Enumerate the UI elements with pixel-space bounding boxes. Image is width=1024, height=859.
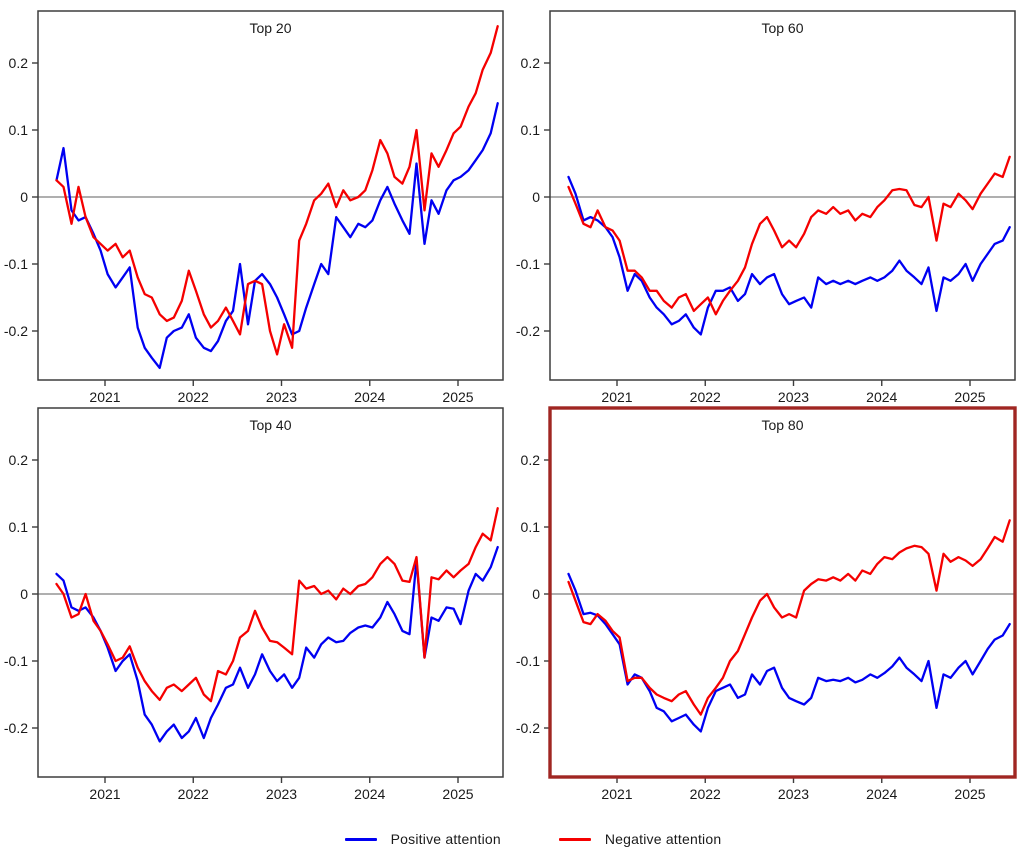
y-tick-label: 0.2 xyxy=(9,55,29,71)
x-tick-label: 2025 xyxy=(442,389,473,405)
panel-frame xyxy=(549,10,1016,381)
legend-label-positive: Positive attention xyxy=(390,831,501,847)
y-tick-label: -0.1 xyxy=(516,653,540,669)
y-tick-label: 0.1 xyxy=(9,519,29,535)
y-tick-label: 0 xyxy=(532,189,540,205)
y-tick-label: 0.2 xyxy=(521,55,541,71)
y-tick-label: -0.1 xyxy=(4,256,28,272)
y-tick-label: 0.1 xyxy=(521,122,541,138)
panel-top-80: 0.2 0.1 0 -0.1 -0.2 2021 2022 2023 2024 2025 Top 8… xyxy=(516,406,1017,802)
x-tick-label: 2024 xyxy=(354,786,385,802)
y-tick-label: 0.1 xyxy=(9,122,29,138)
x-tick-label: 2023 xyxy=(266,786,297,802)
positive-attention-line xyxy=(567,175,1011,336)
legend: Positive attention Negative attention xyxy=(0,822,1024,856)
panel-top-20: 0.2 0.1 0 -0.1 -0.2 2021 2022 2023 2024 2025 Top 2… xyxy=(4,10,504,405)
y-tick-label: -0.2 xyxy=(4,720,28,736)
x-tick-label: 2021 xyxy=(601,786,632,802)
panel-frame xyxy=(37,10,504,381)
x-tick-label: 2022 xyxy=(178,389,209,405)
positive-attention-line-swatch xyxy=(344,837,377,841)
x-tick-label: 2025 xyxy=(954,786,985,802)
positive-attention-line xyxy=(55,102,499,370)
negative-attention-line-swatch xyxy=(558,837,591,841)
panel-title: Top 20 xyxy=(249,20,291,36)
legend-item-negative: Negative attention xyxy=(558,831,722,847)
y-tick-label: -0.2 xyxy=(516,720,540,736)
x-tick-label: 2023 xyxy=(778,786,809,802)
x-tick-label: 2022 xyxy=(178,786,209,802)
x-tick-label: 2021 xyxy=(89,389,120,405)
y-tick-label: -0.2 xyxy=(516,323,540,339)
y-tick-label: 0 xyxy=(20,189,28,205)
panel-title: Top 80 xyxy=(761,417,803,433)
x-tick-label: 2023 xyxy=(778,389,809,405)
y-tick-label: -0.2 xyxy=(4,323,28,339)
positive-attention-line xyxy=(567,572,1011,733)
panel-top-40: 0.2 0.1 0 -0.1 -0.2 2021 2022 2023 2024 2025 Top 4… xyxy=(4,407,504,802)
x-tick-label: 2022 xyxy=(690,389,721,405)
y-tick-label: 0.2 xyxy=(521,452,541,468)
y-tick-label: 0.2 xyxy=(9,452,29,468)
x-tick-label: 2025 xyxy=(442,786,473,802)
negative-attention-line xyxy=(567,519,1011,716)
negative-attention-line xyxy=(567,155,1011,316)
legend-item-positive: Positive attention xyxy=(344,831,501,847)
y-tick-label: -0.1 xyxy=(516,256,540,272)
x-tick-label: 2021 xyxy=(601,389,632,405)
x-tick-label: 2024 xyxy=(866,389,897,405)
highlight-border xyxy=(548,406,1017,779)
panel-top-60: 0.2 0.1 0 -0.1 -0.2 2021 2022 2023 2024 2025 Top 6… xyxy=(516,10,1016,405)
x-tick-label: 2024 xyxy=(866,786,897,802)
x-tick-label: 2024 xyxy=(354,389,385,405)
negative-attention-line xyxy=(55,507,499,703)
y-tick-label: 0.1 xyxy=(521,519,541,535)
panel-title: Top 40 xyxy=(249,417,291,433)
panel-frame xyxy=(37,407,504,778)
negative-attention-line xyxy=(55,25,499,356)
x-tick-label: 2023 xyxy=(266,389,297,405)
y-tick-label: 0 xyxy=(20,586,28,602)
x-tick-label: 2025 xyxy=(954,389,985,405)
x-tick-label: 2021 xyxy=(89,786,120,802)
panel-title: Top 60 xyxy=(761,20,803,36)
y-tick-label: 0 xyxy=(532,586,540,602)
legend-label-negative: Negative attention xyxy=(604,831,722,847)
y-tick-label: -0.1 xyxy=(4,653,28,669)
chart-grid: 0.2 0.1 0 -0.1 -0.2 2021 2022 2023 2024 2025 Top 2… xyxy=(4,10,1017,802)
x-tick-label: 2022 xyxy=(690,786,721,802)
